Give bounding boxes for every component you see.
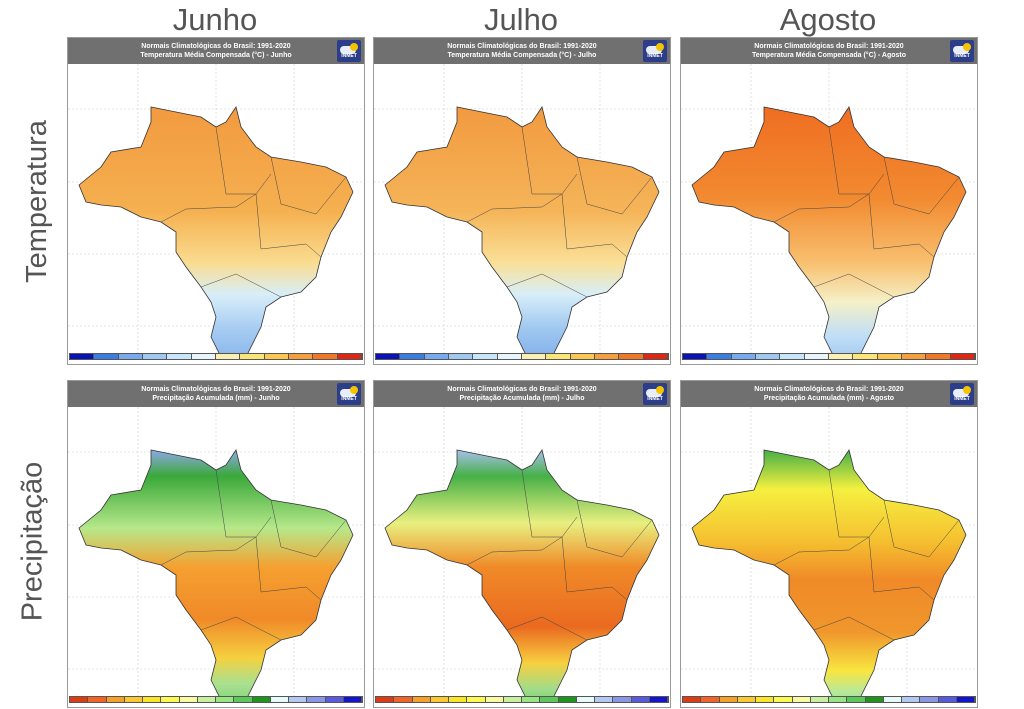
panel-title: Precipitação Acumulada (mm) - Agosto [763,395,895,402]
panel-title: Temperatura Média Compensada (°C) - Julh… [447,52,597,59]
panel-header-line1: Normais Climatológicas do Brasil: 1991-2… [447,386,597,393]
map-panel-temp-junho: Normais Climatológicas do Brasil: 1991-2… [67,37,365,365]
brazil-map [374,407,670,699]
column-title-junho: Junho [172,2,258,37]
panel-header: Normais Climatológicas do Brasil: 1991-2… [374,381,670,407]
inmet-logo: INMET [337,383,361,405]
brazil-map [374,64,670,356]
brazil-shape [384,449,660,699]
panel-title: Temperatura Média Compensada (°C) - Agos… [751,52,907,59]
state-borders [160,126,347,298]
color-scale-bar [375,696,669,703]
panel-header-line1: Normais Climatológicas do Brasil: 1991-2… [754,43,904,50]
panel-header: Normais Climatológicas do Brasil: 1991-2… [681,38,977,64]
row-title-precipitacao: Precipitação [16,461,49,622]
map-panel-temp-julho: Normais Climatológicas do Brasil: 1991-2… [373,37,671,365]
color-scale-bar [375,353,669,360]
brazil-map [68,64,364,356]
inmet-logo: INMET [950,40,974,62]
map-panel-prec-agosto: Normais Climatológicas do Brasil: 1991-2… [680,380,978,708]
state-borders [773,469,960,641]
state-borders [466,469,653,641]
panel-header-line1: Normais Climatológicas do Brasil: 1991-2… [447,43,597,50]
panel-header-line1: Normais Climatológicas do Brasil: 1991-2… [141,386,291,393]
inmet-logo: INMET [643,383,667,405]
panel-header-line1: Normais Climatológicas do Brasil: 1991-2… [754,386,904,393]
map-panel-prec-junho: Normais Climatológicas do Brasil: 1991-2… [67,380,365,708]
inmet-logo: INMET [337,40,361,62]
panel-title: Temperatura Média Compensada (°C) - Junh… [140,52,292,59]
color-scale-bar [682,353,976,360]
inmet-logo: INMET [643,40,667,62]
color-scale-bar [69,696,363,703]
column-title-julho: Julho [483,2,559,37]
map-panel-temp-agosto: Normais Climatológicas do Brasil: 1991-2… [680,37,978,365]
map-panel-prec-julho: Normais Climatológicas do Brasil: 1991-2… [373,380,671,708]
brazil-shape [78,449,354,699]
panel-title: Precipitação Acumulada (mm) - Julho [459,395,585,402]
state-borders [466,126,653,298]
brazil-map [681,64,977,356]
state-borders [160,469,347,641]
panel-title: Precipitação Acumulada (mm) - Junho [152,395,280,402]
panel-header: Normais Climatológicas do Brasil: 1991-2… [68,38,364,64]
color-scale-bar [682,696,976,703]
brazil-shape [384,106,660,356]
panel-header: Normais Climatológicas do Brasil: 1991-2… [68,381,364,407]
panel-header-line1: Normais Climatológicas do Brasil: 1991-2… [141,43,291,50]
row-title-temperatura: Temperatura [20,120,53,283]
inmet-logo: INMET [950,383,974,405]
column-title-agosto: Agosto [779,2,877,37]
color-scale-bar [69,353,363,360]
brazil-map [681,407,977,699]
brazil-shape [78,106,354,356]
panel-header: Normais Climatológicas do Brasil: 1991-2… [374,38,670,64]
brazil-shape [691,449,967,699]
state-borders [773,126,960,298]
panel-header: Normais Climatológicas do Brasil: 1991-2… [681,381,977,407]
brazil-shape [691,106,967,356]
brazil-map [68,407,364,699]
